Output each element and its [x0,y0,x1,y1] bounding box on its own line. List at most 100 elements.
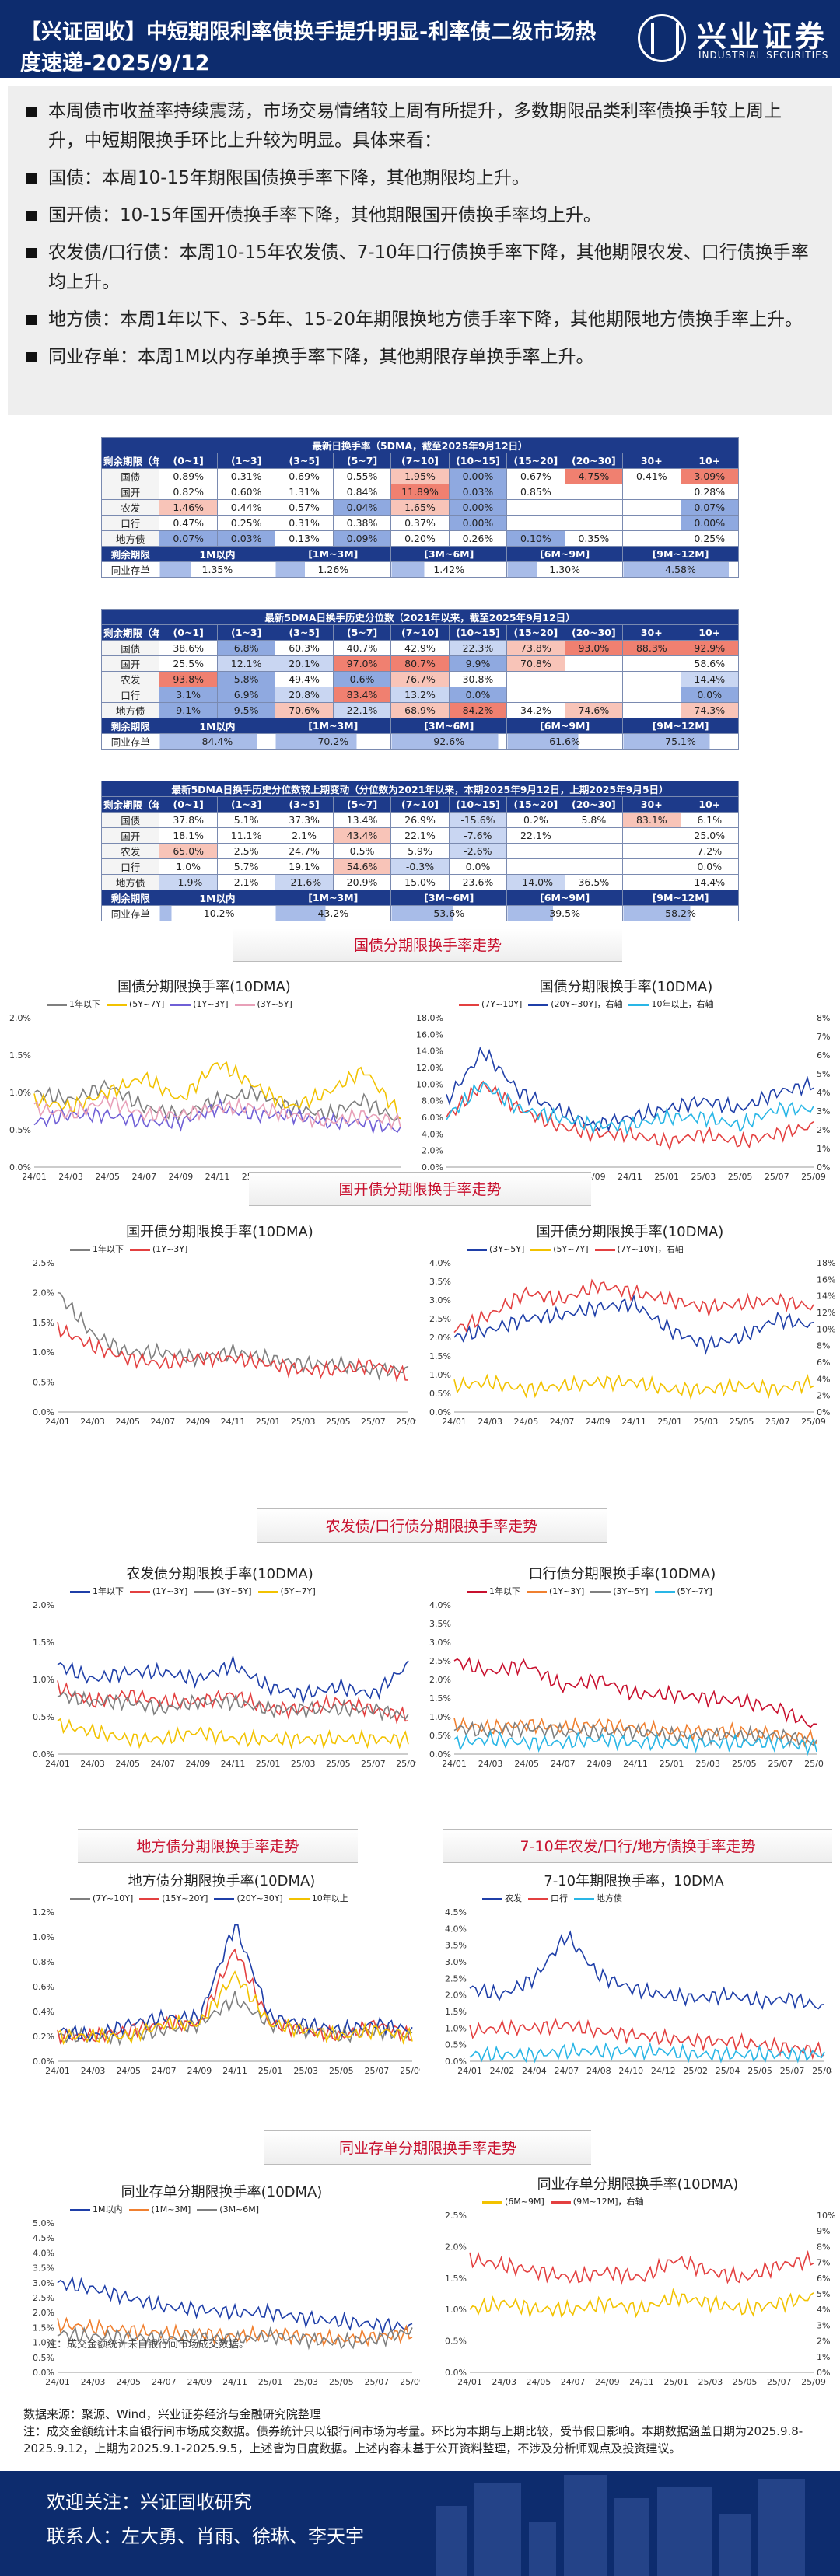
x-tick-label: 24/03 [80,1759,105,1769]
series-line [57,1291,409,1381]
y-tick-label: 3.0% [445,1957,467,1967]
y-tick-label: 0.0% [9,1162,31,1173]
y-tick-label: 3.0% [33,2278,54,2288]
chart-title: 同业存单分期限换手率(10DMA) [121,2184,323,2200]
table-header-cell: (0~1] [159,796,218,813]
y-tick-label: 4.0% [422,1129,443,1139]
chart-title: 国开债分期限换手率(10DMA) [536,1224,724,1240]
table-cell [564,655,624,672]
section-title-ncd: 同业存单分期限换手率走势 [264,2130,591,2165]
table-cell: 25.0% [680,827,740,844]
table-cell: 0.84% [332,484,392,500]
table-header-cell: (15~20] [506,796,565,813]
table-cell: 同业存单 [100,905,160,921]
y-tick-label: 1.5% [445,2274,467,2284]
table-row-ncd: 同业存单 -10.2% 43.2% 53.6% 39.5% 58.2% [100,905,739,921]
table-cell [564,515,624,531]
table-cell: 地方债 [100,874,160,890]
x-tick-label: 25/09 [400,2066,420,2076]
y-tick-label: 1.0% [33,1675,54,1685]
x-tick-label: 25/07 [767,2377,792,2387]
y-tick-label: 2.5% [445,1973,467,1984]
x-tick-label: 25/08 [812,2066,832,2076]
table-cell: 0.03% [448,484,508,500]
table-header-cell: (10~15] [448,624,508,641]
table-cell: 0.6% [332,671,392,687]
company-logo: 兴业证券 INDUSTRIAL SECURITIES [638,9,828,68]
x-tick-label: 24/11 [221,1759,246,1769]
chart-plot: 0.0% 0.5% 1.0% 1.5% 2.0% 24/01 24/03 24/05 24/07… [9,1013,408,1182]
table-cell: 6.8% [216,640,276,656]
x-tick-label: 24/05 [527,2377,551,2387]
chart-title: 国开债分期限换手率(10DMA) [126,1224,313,1240]
y-tick-label: 0.0% [33,1749,54,1760]
x-tick-label: 24/01 [22,1172,47,1182]
table-cell [622,687,681,703]
table-cell: 0.25% [216,515,276,531]
table-cell [564,671,624,687]
table-cell: -21.6% [275,874,334,890]
x-tick-label: 24/11 [222,2066,247,2076]
table-cell: 58.2% [622,905,739,921]
section-title-local: 地方债分期限换手率走势 [78,1829,358,1863]
series-line [57,1924,413,2043]
x-tick-label: 24/09 [187,2066,212,2076]
table-header-cell: 30+ [622,453,681,469]
table-cell: 0.5% [332,843,392,859]
series-line [469,2041,825,2064]
summary-bullet: 农发债/口行债：本周10-15年农发债、7-10年口行债换手率下降，其他期限农发… [25,238,815,297]
table-header-cell: (5~7] [332,453,392,469]
legend-item: (3Y~5Y] [590,1586,649,1596]
x-tick-label: 25/03 [293,2377,318,2387]
y2-tick-label: 10% [817,2211,835,2221]
table-header-cell: (3~5] [275,796,334,813]
chart-plot: 0.0% 0.5% 1.0% 1.5% 2.0% 2.5% 0% 1% 2% 3% 4% 5% 6% 7%… [445,2211,835,2387]
table-cell: 国债 [100,468,160,484]
logo-name-en: INDUSTRIAL SECURITIES [698,50,829,61]
y-tick-label: 4.0% [33,2248,54,2258]
table-cell: 0.31% [275,515,334,531]
chart-plot: 0.0% 0.5% 1.0% 1.5% 2.0% 2.5% 3.0% 3.5% 4.0% 24/0… [429,1600,824,1769]
series-line [57,2276,413,2336]
table-cell: 0.00% [448,515,508,531]
legend-item: 农发 [482,1893,522,1903]
x-tick-label: 25/03 [694,1417,719,1427]
table-row: 口行 0.47% 0.25% 0.31% 0.38% 0.37% 0.00% 0.00% [100,515,740,531]
y2-tick-label: 18% [817,1258,835,1268]
table-cell: 83.4% [332,687,392,703]
y2-tick-label: 3% [817,1106,830,1117]
chart-treasury-short: 国债分期限换手率(10DMA) 1年以下 (5Y~7Y] (1Y~3Y] (3Y~5Y]… [0,976,408,1186]
y-tick-label: 10.0% [416,1079,443,1089]
legend-item: (1M~3M] [128,2204,191,2214]
table-cell: 58.6% [680,655,740,672]
y2-tick-label: 6% [817,2274,830,2284]
table-cell: 36.5% [564,874,624,890]
table-cell: 43.2% [275,905,392,921]
table-cell: 26.9% [390,812,450,828]
table-cell: 13.4% [332,812,392,828]
x-tick-label: 25/01 [256,1759,281,1769]
x-tick-label: 25/03 [293,2066,318,2076]
summary-bullet: 地方债：本周1年以下、3-5年、15-20年期限换地方债手率下降，其他期限地方债… [25,305,815,334]
y-tick-label: 3.5% [33,2263,54,2274]
table-cell: 1.95% [390,468,450,484]
table-cell [506,843,565,859]
table-cell: 0.0% [448,687,508,703]
chart-plot: 0.0% 0.5% 1.0% 1.5% 2.0% 2.5% 3.0% 3.5% 4.0% 0% 2%… [429,1258,835,1427]
y2-tick-label: 16% [817,1274,835,1285]
chart-plot: 0.0% 0.5% 1.0% 1.5% 2.0% 2.5% 24/01 24/03 24/05 2… [33,1258,416,1427]
y-tick-label: 2.0% [33,1288,54,1298]
chart-legend: (6M~9M] (9M~12M]，右轴 [482,2195,650,2207]
x-tick-label: 25/05 [747,2066,772,2076]
table-cell: 0.20% [390,530,450,547]
legend-item: (3M~6M] [197,2204,259,2214]
table-cell: 37.8% [159,812,218,828]
table-header-cell: [1M~3M] [275,718,392,734]
table-cell [564,858,624,875]
table-header-cell: (3~5] [275,624,334,641]
series-line [57,1689,409,1722]
x-tick-label: 25/07 [765,1417,790,1427]
table-cell: 0.31% [216,468,276,484]
x-tick-label: 24/07 [150,1759,175,1769]
table-note: 注：成交金额统计未自银行间市场成交数据。 [47,2339,250,2351]
